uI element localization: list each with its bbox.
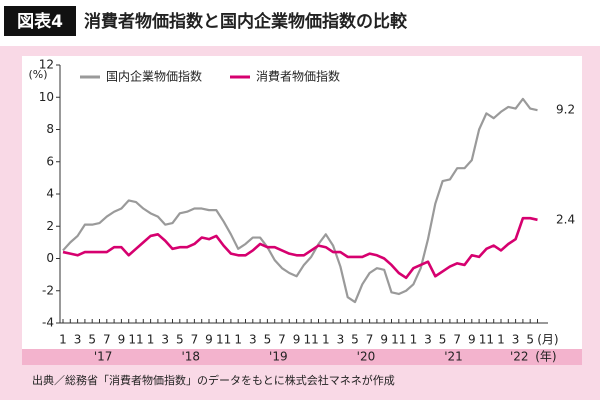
x-tick-label: 11 [304,333,319,347]
series-line [62,216,538,280]
x-tick-label: 5 [351,333,359,347]
x-tick-label: 3 [74,333,82,347]
x-tick-label: 9 [293,333,301,347]
x-tick-label: 9 [205,333,213,347]
x-tick-label: 5 [88,333,96,347]
end-label: 2.4 [556,212,575,226]
x-tick-label: 3 [161,333,169,347]
legend-label: 消費者物価指数 [256,69,340,84]
x-tick-label: 3 [249,333,257,347]
x-unit: (月) [537,333,558,347]
y-tick-label: 12 [39,58,54,72]
x-tick-label: 9 [380,333,388,347]
x-tick-label: 3 [337,333,345,347]
legend-label: 国内企業物価指数 [106,69,202,84]
y-tick-label: 4 [46,187,54,201]
year-label: '19 [269,350,288,364]
x-tick-label: 7 [191,333,199,347]
end-label: 9.2 [556,103,575,117]
y-tick-label: 10 [39,90,54,104]
y-tick-label: 8 [46,122,54,136]
x-tick-label: 7 [366,333,374,347]
year-band [22,349,582,365]
year-label: '18 [181,350,200,364]
source-note: 出典／総務省「消費者物価指数」のデータをもとに株式会社マネネが作成 [32,373,395,387]
year-label: '17 [94,350,113,364]
badge: 図表4 [17,11,63,32]
x-tick-label: 5 [526,333,534,347]
x-tick-label: 7 [103,333,111,347]
x-tick-label: 1 [410,333,418,347]
x-tick-label: 1 [147,333,155,347]
x-tick-label: 5 [176,333,184,347]
x-tick-label: 11 [391,333,406,347]
x-tick-label: 11 [479,333,494,347]
x-tick-label: 1 [234,333,242,347]
y-tick-label: -2 [42,283,54,297]
x-tick-label: 7 [453,333,461,347]
x-tick-label: 5 [264,333,272,347]
y-tick-label: 2 [46,219,54,233]
year-label: '20 [357,350,376,364]
x-tick-label: 9 [468,333,476,347]
year-unit: (年) [535,350,556,364]
x-tick-label: 1 [497,333,505,347]
y-unit: (%) [28,68,47,81]
x-tick-label: 3 [512,333,520,347]
y-tick-label: -4 [42,316,54,330]
y-tick-label: 0 [46,251,54,265]
x-tick-label: 7 [278,333,286,347]
x-tick-label: 11 [216,333,231,347]
x-tick-label: 3 [424,333,432,347]
y-tick-label: 6 [46,154,54,168]
year-label: '22 [510,350,529,364]
plot-area [22,56,582,350]
x-tick-label: 5 [439,333,447,347]
series-line [62,97,538,304]
x-tick-label: 1 [322,333,330,347]
chart-title: 消費者物価指数と国内企業物価指数の比較 [84,11,408,32]
x-tick-label: 9 [118,333,126,347]
badge-box [4,6,76,36]
year-label: '21 [444,350,463,364]
x-tick-label: 1 [59,333,67,347]
x-tick-label: 11 [128,333,143,347]
